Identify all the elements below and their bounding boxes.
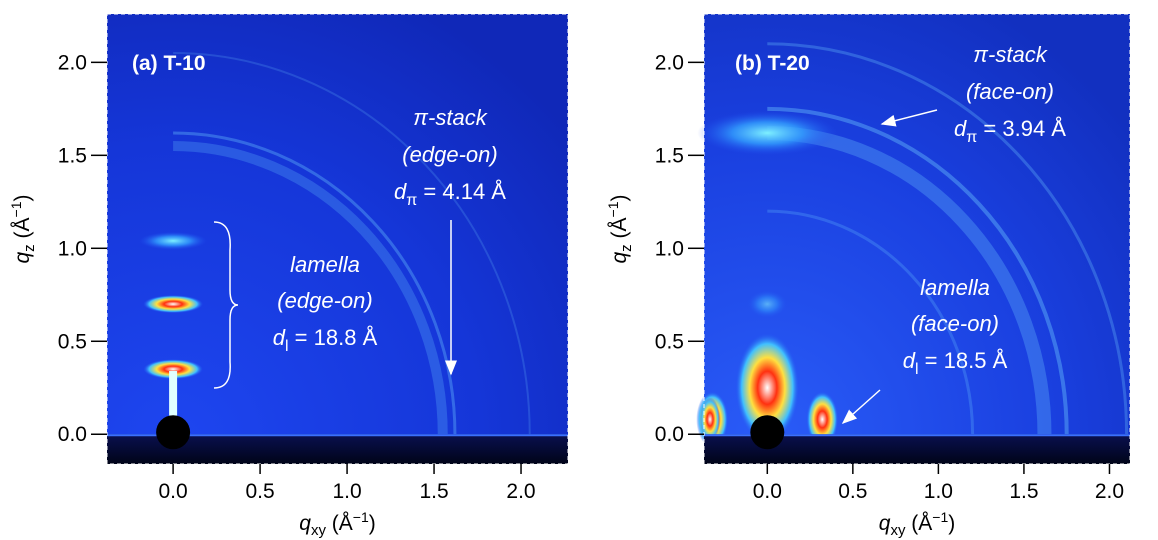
y-tick-label: 0.0 [655,423,684,446]
bragg-spot [139,231,208,250]
detector-image [696,13,1131,465]
d-sub: l [285,338,289,355]
annotation: lamella [920,275,990,300]
label-sup: −1 [932,509,948,525]
x-tick-label: 0.5 [245,480,274,503]
d-text: = 3.94 Å [977,116,1066,141]
d-symbol: d [394,179,407,204]
x-tick-label: 0.0 [159,480,188,503]
label-open: (Å [905,512,932,535]
d-sub: π [966,129,977,146]
y-axis-label: qz (Å−1) [8,195,38,264]
label-symbol: q [299,512,311,535]
x-tick-label: 1.0 [924,480,953,503]
annotation: π-stack [973,42,1047,67]
d-spacing: dl = 18.8 Å [273,325,378,355]
d-sub: π [406,192,417,209]
d-symbol: d [954,116,967,141]
annotation: (edge-on) [402,142,497,167]
label-sup: −1 [605,201,621,217]
label-sup: −1 [8,201,24,217]
label-symbol: q [879,512,891,535]
d-text: = 18.5 Å [919,348,1008,373]
annotation: (edge-on) [277,288,372,313]
y-tick-label: 1.5 [58,144,87,167]
y-tick-label: 0.5 [58,330,87,353]
diffraction-ring [767,209,975,435]
x-tick-label: 1.5 [1009,480,1038,503]
y-tick-label: 1.0 [58,237,87,260]
diffraction-ring [767,42,1129,435]
label-close: ) [11,195,34,202]
bragg-spot [735,332,800,443]
label-sub: xy [890,522,906,539]
plot-frame [106,13,569,465]
label-close: ) [948,512,955,535]
annotation: π-stack [413,105,487,130]
label-sup: −1 [353,509,369,525]
bragg-spot [697,111,838,156]
d-spacing: dπ = 3.94 Å [954,116,1066,146]
y-tick-label: 2.0 [58,51,87,74]
label-open: (Å [608,217,631,244]
panel-title: (a) T-10 [132,52,206,75]
detector-image [106,13,569,465]
d-symbol: d [903,348,916,373]
bragg-spot [143,359,204,380]
x-tick-label: 0.5 [838,480,867,503]
x-tick-label: 2.0 [1095,480,1124,503]
arrow [841,389,881,424]
y-tick-label: 1.5 [655,144,684,167]
bragg-spot [143,295,204,314]
diffraction-ring [173,141,448,435]
plot-frame [703,13,1131,465]
diffraction-ring [767,106,1069,435]
label-sub: z [21,244,38,252]
d-symbol: d [273,325,286,350]
label-open: (Å [11,217,34,244]
annotation: lamella [290,252,360,277]
x-tick-label: 0.0 [753,480,782,503]
x-axis-label: qxy (Å−1) [299,509,376,539]
label-symbol: q [608,252,631,264]
label-close: ) [608,195,631,202]
label-close: ) [369,512,376,535]
bragg-spot [806,391,839,448]
y-axis-label: qz (Å−1) [605,195,635,264]
d-text: = 4.14 Å [417,179,506,204]
beam-stop [156,415,191,450]
d-spacing: dl = 18.5 Å [903,348,1008,378]
y-tick-label: 1.0 [655,237,684,260]
bragg-spot [747,290,788,319]
annotation: (face-on) [911,311,999,336]
x-tick-label: 2.0 [506,480,535,503]
bragg-spot [700,397,720,442]
d-sub: l [915,361,919,378]
beam-stop [750,415,785,450]
label-sub: z [618,244,635,252]
d-text: = 18.8 Å [289,325,378,350]
label-sub: xy [311,522,327,539]
annotation: (face-on) [966,79,1054,104]
y-tick-label: 0.5 [655,330,684,353]
y-tick-label: 0.0 [58,423,87,446]
diffraction-ring [173,52,531,435]
x-tick-label: 1.5 [419,480,448,503]
d-spacing: dπ = 4.14 Å [394,179,506,209]
label-open: (Å [326,512,353,535]
y-tick-label: 2.0 [655,51,684,74]
arrow [880,109,938,127]
x-axis-label: qxy (Å−1) [879,509,956,539]
x-tick-label: 1.0 [332,480,361,503]
brace [213,221,239,389]
label-symbol: q [11,252,34,264]
bragg-stem [169,371,178,416]
panel-title: (b) T-20 [735,52,810,75]
